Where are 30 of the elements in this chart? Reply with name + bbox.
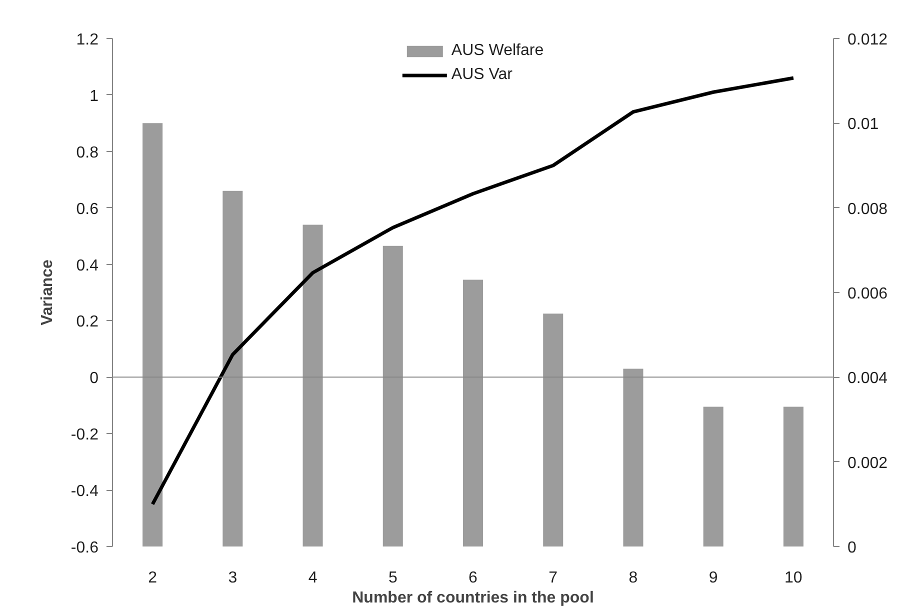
y-tick-label: 0.8 — [76, 144, 99, 162]
y2-tick-label: 0.008 — [848, 200, 888, 218]
legend-label: AUS Welfare — [451, 42, 544, 60]
y-tick-label: 1.2 — [76, 32, 99, 48]
x-tick-label: 5 — [388, 570, 398, 586]
x-axis-title: Number of countries in the pool — [352, 590, 594, 606]
y2-tick-label: 0.004 — [848, 370, 888, 388]
x-tick-label: 9 — [708, 570, 718, 586]
x-tick-label: 8 — [628, 570, 638, 586]
x-tick-label: 7 — [548, 570, 558, 586]
y2-tick-label: 0.012 — [848, 32, 888, 48]
legend-label: AUS Var — [451, 66, 512, 84]
x-tick-label: 4 — [308, 570, 318, 586]
y2-tick-label: 0.01 — [848, 116, 879, 134]
y-tick-label: 0.6 — [76, 200, 99, 218]
y2-tick-label: 0 — [848, 540, 856, 556]
y-tick-label: -0.2 — [70, 426, 99, 444]
x-tick-label: 2 — [148, 570, 158, 586]
y-tick-label: 0 — [90, 370, 99, 388]
x-tick-label: 6 — [468, 570, 478, 586]
y-tick-label: 0.4 — [76, 257, 99, 274]
y-axis-title: Variance — [38, 259, 56, 326]
x-tick-label: 3 — [228, 570, 238, 586]
y-tick-label: 0.2 — [76, 314, 99, 331]
y-tick-label: 1 — [90, 88, 99, 105]
y-tick-label: -0.4 — [70, 483, 99, 500]
y2-tick-label: 0.006 — [848, 286, 888, 302]
y2-tick-label: 0.002 — [848, 454, 888, 472]
y-tick-label: -0.6 — [70, 540, 99, 556]
x-tick-label: 10 — [784, 570, 802, 586]
